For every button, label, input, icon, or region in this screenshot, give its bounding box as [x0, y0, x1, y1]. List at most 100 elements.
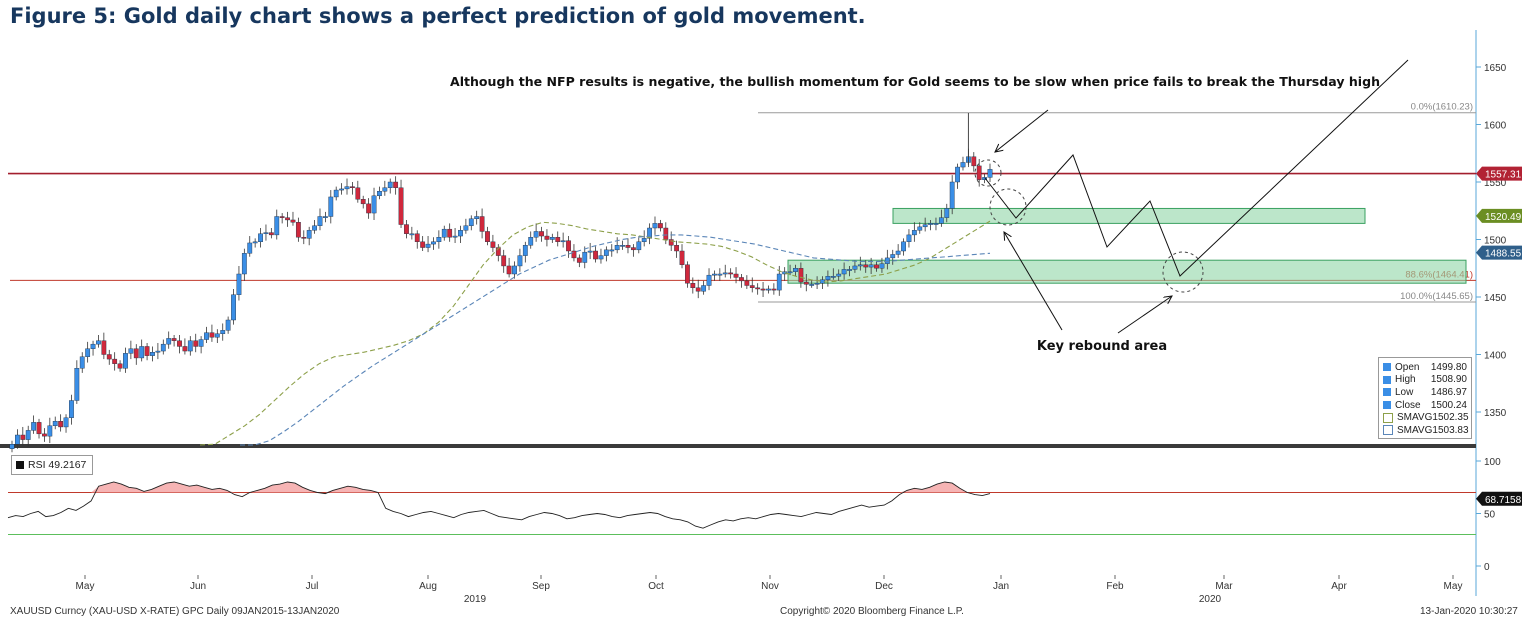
candle-body	[722, 272, 728, 275]
candle-body	[274, 216, 280, 236]
candle-body	[144, 346, 150, 356]
candle-body	[96, 340, 101, 345]
rsi-label: RSI 49.2167	[28, 459, 87, 471]
annotation-arrow	[1117, 296, 1172, 334]
candle-body	[436, 236, 442, 242]
candle-body	[668, 239, 674, 246]
candle-body	[674, 245, 680, 252]
candle-body	[895, 250, 901, 255]
legend-row: SMAVG 1502.35	[1383, 411, 1469, 424]
candle-body	[31, 422, 37, 431]
candle-body	[177, 340, 182, 347]
candle-body	[690, 283, 696, 289]
candle-body	[139, 346, 145, 359]
candle-body	[836, 273, 842, 277]
candle-body	[803, 281, 809, 285]
candle-body	[322, 216, 328, 218]
candle-body	[814, 283, 820, 285]
candle-body	[404, 224, 409, 234]
figure-title: Figure 5: Gold daily chart shows a perfe…	[10, 4, 866, 28]
candle-body	[652, 223, 658, 229]
x-year-label: 2020	[1199, 594, 1222, 605]
candle-body	[614, 245, 620, 251]
legend-value: 1486.97	[1430, 386, 1467, 398]
rsi-label-box: RSI 49.2167	[11, 455, 93, 475]
candle-body	[295, 222, 301, 238]
candle-body	[112, 358, 118, 364]
candle-body	[150, 352, 155, 356]
x-tick-label: Feb	[1106, 581, 1124, 592]
candle-body	[944, 208, 950, 218]
candle-body	[15, 434, 20, 445]
sma-long-tag-bg	[1476, 245, 1522, 260]
candle-body	[522, 245, 528, 256]
candle-body	[155, 350, 161, 353]
candle-body	[420, 241, 426, 248]
candle-body	[593, 250, 598, 260]
candle-body	[641, 238, 647, 243]
x-tick-label: Oct	[648, 581, 664, 592]
sma-short-line	[199, 220, 991, 446]
x-tick-label: May	[1444, 581, 1463, 592]
candle-body	[74, 368, 80, 401]
candle-body	[906, 234, 912, 242]
candle-body	[766, 288, 771, 291]
candle-body	[809, 284, 815, 286]
legend-name: Close	[1395, 399, 1421, 411]
candle-body	[360, 199, 366, 205]
candle-body	[571, 250, 577, 259]
candle-body	[938, 217, 944, 224]
timestamp-label: 13-Jan-2020 10:30:27	[1420, 606, 1518, 617]
candle-body	[566, 240, 571, 252]
candle-body	[987, 169, 993, 178]
legend-value: 1499.80	[1430, 361, 1467, 373]
y-tick-label: 1450	[1484, 293, 1507, 304]
candle-body	[25, 430, 31, 440]
candle-body	[739, 277, 744, 282]
candle-body	[160, 343, 166, 352]
candle-body	[468, 218, 474, 226]
candle-body	[922, 224, 928, 228]
candle-body	[706, 274, 712, 286]
y-tick-label: 1350	[1484, 408, 1507, 419]
rsi-tick-label: 0	[1484, 562, 1490, 573]
candle-body	[485, 231, 490, 242]
candle-body	[204, 332, 209, 340]
candle-body	[884, 257, 890, 264]
rebound-zone	[892, 207, 1366, 224]
highlight-circle	[989, 188, 1027, 226]
candle-body	[874, 264, 879, 269]
last-price-tag-bg	[1476, 166, 1522, 181]
candle-body	[387, 181, 393, 188]
candle-body	[312, 225, 317, 231]
rsi-tag: 68.7158	[1485, 495, 1522, 506]
candle-body	[793, 268, 798, 272]
candle-body	[220, 330, 226, 335]
legend-value: 1502.35	[1432, 412, 1469, 424]
candle-body	[798, 268, 804, 283]
candle-body	[960, 162, 966, 168]
sma-long-line	[240, 234, 991, 446]
candle-body	[128, 348, 134, 354]
candle-body	[771, 288, 777, 291]
candle-body	[431, 241, 436, 245]
candle-body	[447, 228, 453, 238]
candle-body	[695, 287, 701, 292]
candle-body	[198, 339, 204, 347]
candle-body	[830, 276, 836, 278]
candle-body	[317, 216, 323, 226]
candle-body	[20, 434, 26, 440]
candle-body	[58, 421, 64, 428]
x-tick-label: Mar	[1215, 581, 1233, 592]
x-year-label: 2019	[464, 594, 487, 605]
legend-name: Low	[1395, 386, 1414, 398]
highlight-circle	[974, 159, 1002, 187]
candle-body	[333, 189, 339, 198]
candle-body	[555, 236, 561, 242]
candle-body	[90, 343, 96, 349]
sma-short-tag: 1520.49	[1485, 212, 1522, 223]
candle-body	[863, 264, 869, 268]
candle-body	[301, 236, 307, 239]
legend-swatch-icon	[1383, 375, 1391, 384]
candle-body	[187, 340, 193, 352]
